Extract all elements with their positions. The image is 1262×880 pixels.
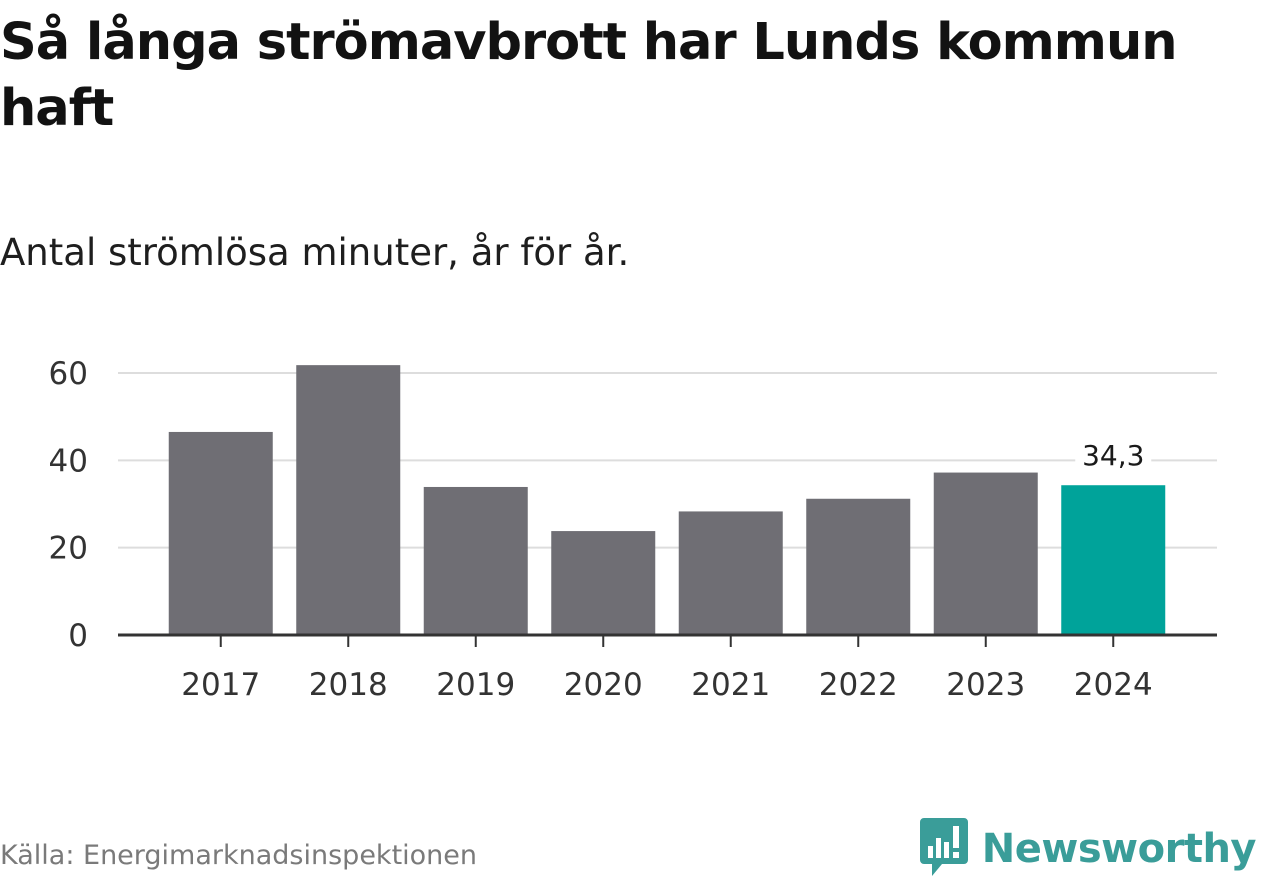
y-tick-label: 40 [49, 443, 88, 479]
x-tick-label: 2022 [819, 667, 898, 703]
bar-2019 [423, 486, 528, 635]
y-tick-label: 60 [49, 356, 88, 392]
x-tick-label: 2017 [181, 667, 260, 703]
data-label: 34,3 [1082, 439, 1144, 472]
bar-2022 [806, 498, 911, 635]
chart-subtitle: Antal strömlösa minuter, år för år. [0, 231, 630, 274]
y-axis-ticks: 0 20 40 60 [49, 356, 88, 654]
source-note: Källa: Energimarknadsinspektionen [0, 840, 478, 871]
x-axis-ticks: 2017 2018 2019 2020 2021 2022 2023 2024 [181, 635, 1153, 703]
x-tick-label: 2020 [564, 667, 643, 703]
data-label-background [1075, 437, 1152, 472]
y-tick-label: 20 [49, 531, 88, 567]
x-tick-label: 2023 [946, 667, 1025, 703]
bar-2020 [551, 531, 656, 635]
bar-2017 [168, 431, 273, 635]
bar-2021 [678, 511, 783, 635]
y-tick-label: 0 [68, 618, 88, 654]
data-labels: 34,3 [1075, 437, 1152, 472]
gridlines [118, 372, 1217, 549]
brand[interactable]: Newsworthy [919, 818, 1257, 880]
x-tick-label: 2021 [691, 667, 770, 703]
x-tick-label: 2018 [309, 667, 388, 703]
bar-chart: 0 20 40 60 2017 2018 2019 2020 2021 2022 2023 2024… [49, 356, 1217, 703]
bars [168, 365, 1166, 635]
brand-name: Newsworthy [981, 826, 1257, 872]
x-tick-label: 2019 [436, 667, 515, 703]
x-tick-label: 2024 [1074, 667, 1153, 703]
bar-2018 [296, 365, 401, 635]
chart-title: Så långa strömavbrott har Lunds kommun h… [0, 13, 1178, 138]
bar-2024 [1061, 485, 1166, 635]
bar-2023 [933, 472, 1038, 635]
newsworthy-logo-icon [919, 818, 968, 880]
